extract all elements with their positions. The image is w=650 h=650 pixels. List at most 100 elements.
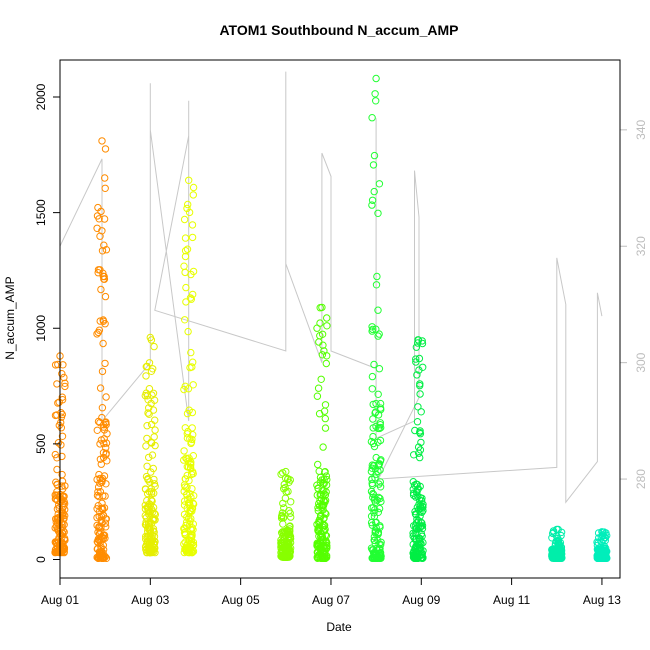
data-point xyxy=(181,247,190,255)
data-point xyxy=(101,320,109,328)
data-point xyxy=(102,246,111,254)
data-point xyxy=(367,487,376,496)
data-point xyxy=(410,550,419,559)
data-point xyxy=(369,432,377,441)
data-point xyxy=(321,547,329,556)
data-point xyxy=(368,201,376,209)
data-point xyxy=(54,510,62,518)
data-point xyxy=(150,342,158,351)
data-point xyxy=(372,550,380,558)
data-point xyxy=(598,528,606,536)
data-point xyxy=(372,399,380,408)
data-point xyxy=(183,245,192,253)
data-point xyxy=(100,275,109,283)
data-point xyxy=(94,417,103,426)
data-point xyxy=(416,390,424,398)
data-point xyxy=(601,549,609,557)
data-point xyxy=(368,546,376,554)
data-point xyxy=(371,90,379,98)
data-point xyxy=(189,358,197,366)
data-point xyxy=(146,543,154,551)
y2-tick-label: 320 xyxy=(634,236,648,256)
data-point xyxy=(280,480,288,489)
data-point xyxy=(189,452,198,460)
point-cluster xyxy=(548,525,566,562)
data-point xyxy=(319,443,327,451)
data-point xyxy=(186,517,194,525)
data-point xyxy=(416,428,424,437)
data-point xyxy=(412,355,420,363)
data-point xyxy=(58,452,66,461)
data-point xyxy=(95,492,103,501)
data-point xyxy=(186,435,194,443)
secondary-series-line xyxy=(59,71,603,504)
data-point xyxy=(412,343,421,351)
data-point xyxy=(372,408,380,416)
data-point xyxy=(376,436,385,445)
point-cluster xyxy=(367,74,385,562)
data-point xyxy=(322,481,331,489)
data-point xyxy=(413,371,421,379)
data-point xyxy=(375,504,384,513)
data-point xyxy=(55,421,63,430)
data-point xyxy=(97,436,106,444)
data-point xyxy=(376,494,384,503)
data-point xyxy=(286,476,294,484)
data-point xyxy=(314,384,323,392)
data-point xyxy=(316,478,324,486)
data-point xyxy=(149,389,158,397)
data-point xyxy=(319,341,327,349)
data-point xyxy=(180,385,188,394)
data-point xyxy=(53,505,62,513)
data-point xyxy=(189,267,198,276)
data-point xyxy=(146,478,154,486)
y2-tick-label: 300 xyxy=(634,352,648,372)
data-point xyxy=(100,272,108,281)
data-point xyxy=(594,554,602,562)
data-point xyxy=(281,528,289,536)
data-point xyxy=(180,456,188,464)
data-point xyxy=(414,554,422,562)
data-point xyxy=(98,478,106,486)
data-point xyxy=(58,396,67,404)
data-point xyxy=(413,515,421,523)
data-point xyxy=(374,209,382,218)
data-point xyxy=(99,492,107,500)
data-point xyxy=(96,384,105,392)
x-tick-label: Aug 09 xyxy=(402,593,440,607)
data-point xyxy=(375,365,384,373)
point-cluster xyxy=(593,528,611,562)
data-point xyxy=(54,360,62,369)
data-point xyxy=(370,187,378,196)
data-point xyxy=(417,438,425,447)
data-point xyxy=(317,532,325,541)
data-point xyxy=(183,483,191,492)
x-tick-label: Aug 13 xyxy=(583,593,621,607)
data-point xyxy=(182,283,190,292)
y-axis-label: N_accum_AMP xyxy=(3,276,17,359)
data-point xyxy=(181,268,189,277)
data-point xyxy=(183,491,191,499)
data-point xyxy=(58,432,67,440)
data-point xyxy=(180,447,188,455)
data-point xyxy=(414,336,422,344)
data-point xyxy=(97,207,105,216)
data-point xyxy=(102,393,110,401)
data-point xyxy=(417,497,426,505)
data-point xyxy=(416,535,424,543)
data-point xyxy=(144,503,152,511)
data-point xyxy=(182,298,190,306)
data-point xyxy=(99,449,108,457)
data-point xyxy=(284,551,292,560)
data-point xyxy=(188,233,197,242)
data-point xyxy=(146,333,155,342)
data-point xyxy=(146,518,155,526)
data-point xyxy=(187,461,195,469)
data-point xyxy=(410,451,418,459)
data-point xyxy=(411,426,419,435)
data-point xyxy=(98,367,107,376)
data-point xyxy=(143,462,151,470)
data-point xyxy=(97,285,105,294)
data-point xyxy=(322,472,331,480)
